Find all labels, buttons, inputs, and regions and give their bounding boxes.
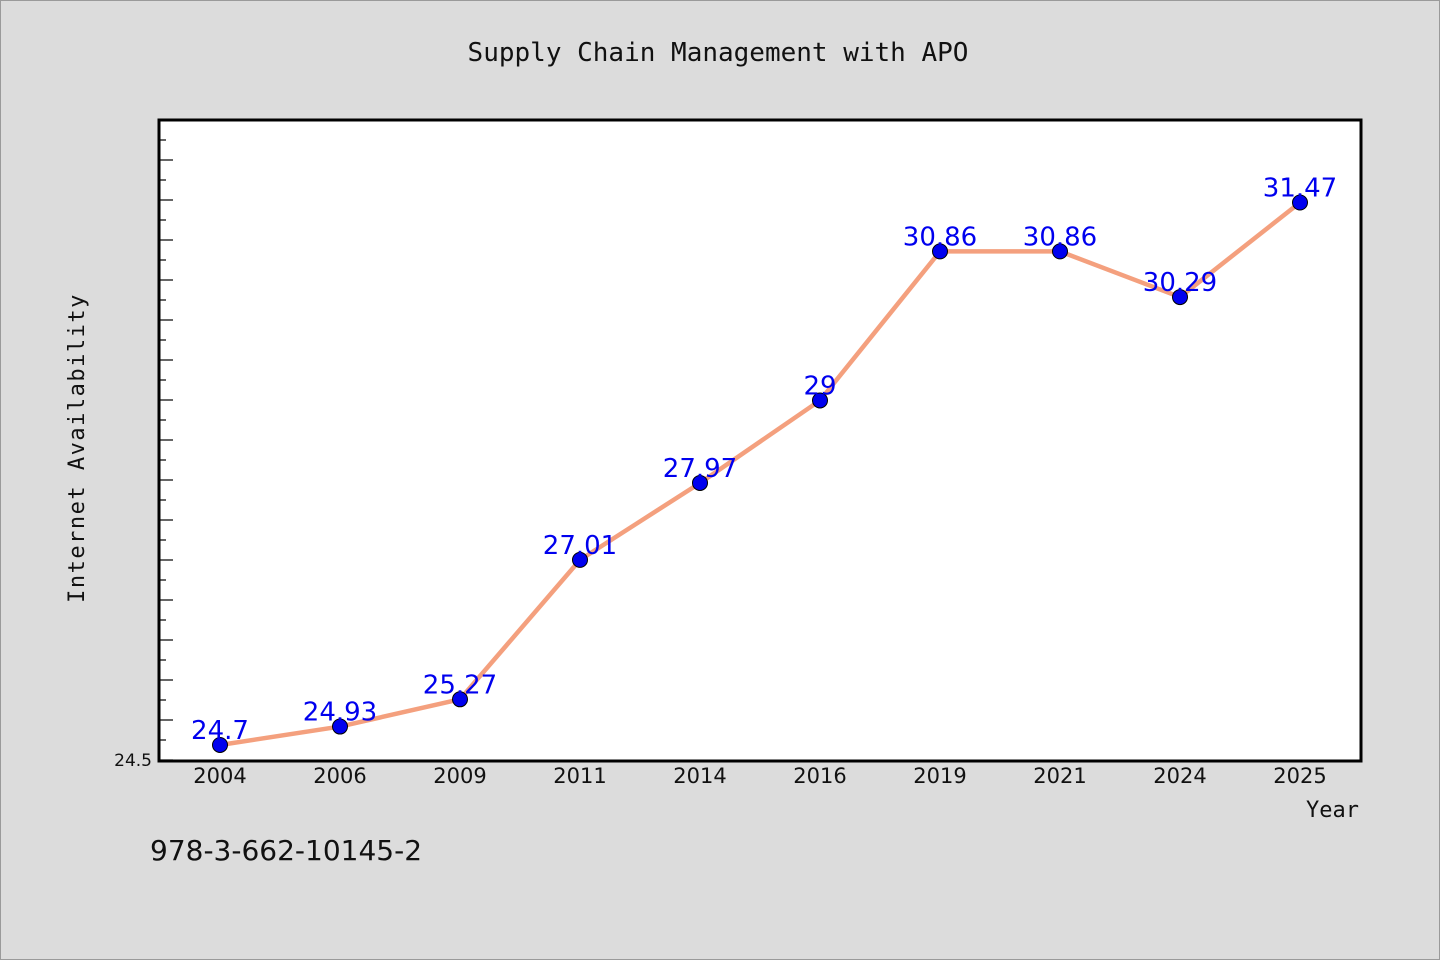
data-label: 30.86: [903, 222, 977, 252]
data-point: [1172, 289, 1188, 306]
x-tick-label: 2016: [793, 764, 846, 788]
y-axis-label: Internet Availability: [65, 293, 90, 603]
data-label: 24.7: [191, 716, 249, 746]
plot-area: [157, 118, 1363, 763]
data-label: 27.01: [543, 531, 617, 561]
data-point: [812, 392, 828, 409]
data-label: 24.93: [303, 698, 377, 728]
data-point: [572, 551, 588, 568]
x-tick-label: 2009: [433, 764, 486, 788]
footer-code: 978-3-662-10145-2: [150, 834, 423, 867]
data-point: [212, 736, 228, 753]
data-point: [332, 718, 348, 735]
y-axis-ticks: [159, 139, 173, 761]
x-axis-tick-labels: 2004 2006 2009 2011 2014 2016 2019 2021 2024 2025: [193, 764, 1326, 788]
data-point: [1292, 194, 1308, 211]
series-layer: 24.7 24.93 25.27 27.01 27.97 29 30.86 30.86 30.2…: [191, 174, 1337, 753]
data-label: 31.47: [1263, 174, 1337, 204]
x-tick-label: 2021: [1033, 764, 1086, 788]
x-tick-label: 2019: [913, 764, 966, 788]
x-axis-label: Year: [1306, 798, 1359, 823]
data-point: [1052, 243, 1068, 260]
x-tick-label: 2025: [1273, 764, 1326, 788]
data-label: 25.27: [423, 670, 497, 700]
data-label: 30.86: [1023, 222, 1097, 252]
x-tick-label: 2011: [553, 764, 606, 788]
y-tick-label: 24.5: [114, 751, 152, 771]
data-label: 30.29: [1143, 268, 1217, 298]
data-point: [932, 243, 948, 260]
data-label: 29: [803, 371, 836, 401]
data-point: [452, 691, 468, 708]
series-line: [217, 200, 1303, 748]
x-tick-label: 2006: [313, 764, 366, 788]
chart-title: Supply Chain Management with APO: [468, 38, 969, 68]
x-tick-label: 2014: [673, 764, 726, 788]
data-label: 27.97: [663, 454, 737, 484]
data-point: [692, 474, 708, 491]
x-tick-label: 2024: [1153, 764, 1206, 788]
x-tick-label: 2004: [193, 764, 246, 788]
